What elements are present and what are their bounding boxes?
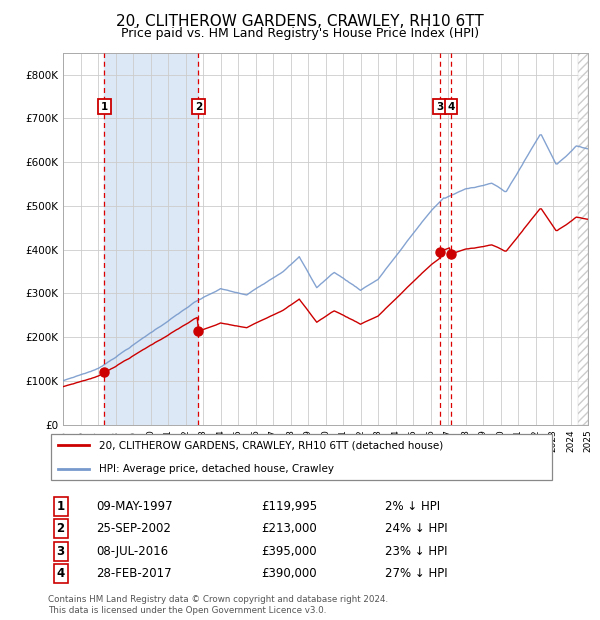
Text: Contains HM Land Registry data © Crown copyright and database right 2024.
This d: Contains HM Land Registry data © Crown c… — [48, 595, 388, 614]
Text: 25-SEP-2002: 25-SEP-2002 — [96, 522, 171, 535]
Text: 2: 2 — [56, 522, 65, 535]
Text: £390,000: £390,000 — [261, 567, 317, 580]
Text: 2: 2 — [194, 102, 202, 112]
Text: £119,995: £119,995 — [261, 500, 317, 513]
Text: 09-MAY-1997: 09-MAY-1997 — [96, 500, 173, 513]
Bar — [578, 53, 588, 425]
Text: 1: 1 — [101, 102, 108, 112]
Text: 27% ↓ HPI: 27% ↓ HPI — [385, 567, 448, 580]
Text: 4: 4 — [447, 102, 454, 112]
Text: 1: 1 — [56, 500, 65, 513]
Text: 28-FEB-2017: 28-FEB-2017 — [96, 567, 172, 580]
Text: 24% ↓ HPI: 24% ↓ HPI — [385, 522, 448, 535]
Text: 2% ↓ HPI: 2% ↓ HPI — [385, 500, 440, 513]
Text: 3: 3 — [436, 102, 443, 112]
Text: 23% ↓ HPI: 23% ↓ HPI — [385, 545, 448, 557]
Text: 20, CLITHEROW GARDENS, CRAWLEY, RH10 6TT (detached house): 20, CLITHEROW GARDENS, CRAWLEY, RH10 6TT… — [98, 440, 443, 450]
Bar — [578, 53, 588, 425]
Text: HPI: Average price, detached house, Crawley: HPI: Average price, detached house, Craw… — [98, 464, 334, 474]
Text: £395,000: £395,000 — [261, 545, 317, 557]
Text: 08-JUL-2016: 08-JUL-2016 — [96, 545, 168, 557]
Text: 3: 3 — [56, 545, 65, 557]
Bar — [104, 53, 198, 425]
Text: 4: 4 — [56, 567, 65, 580]
Text: £213,000: £213,000 — [261, 522, 317, 535]
Text: 20, CLITHEROW GARDENS, CRAWLEY, RH10 6TT: 20, CLITHEROW GARDENS, CRAWLEY, RH10 6TT — [116, 14, 484, 29]
FancyBboxPatch shape — [50, 433, 553, 481]
Text: Price paid vs. HM Land Registry's House Price Index (HPI): Price paid vs. HM Land Registry's House … — [121, 27, 479, 40]
